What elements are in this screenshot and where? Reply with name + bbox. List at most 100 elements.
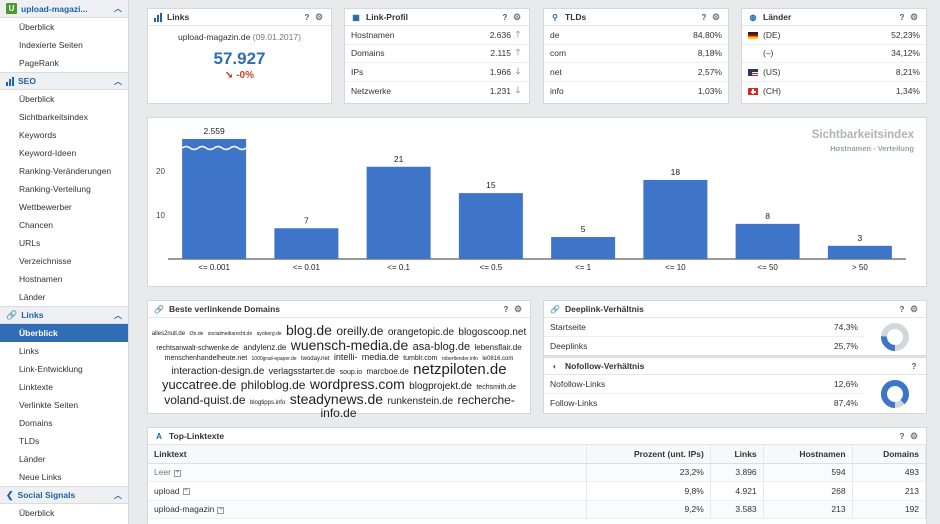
sidebar-item-links[interactable]: Linktexte	[19, 382, 54, 392]
sidebar-item-seo[interactable]: Verzeichnisse	[19, 256, 72, 266]
sidebar-item-seo[interactable]: Überblick	[19, 94, 55, 104]
cloud-domain-link[interactable]: steadynews.de	[289, 391, 384, 407]
cloud-domain-link[interactable]: twoday.net	[300, 356, 330, 362]
sidebar-item-links[interactable]: TLDs	[19, 436, 40, 446]
cloud-domain-link[interactable]: interaction-design.de	[171, 366, 265, 377]
cloud-domain-link[interactable]: robertlender.info	[441, 356, 478, 362]
table-row[interactable]: upload +9,8% 4.921 268 213	[148, 481, 927, 501]
cloud-domain-link[interactable]: oreilly.de	[336, 324, 384, 338]
nofollow-row[interactable]: Follow-Links 87,4%	[544, 394, 864, 413]
cloud-domain-link[interactable]: wordpress.com	[309, 376, 405, 392]
table-row[interactable]: Leer +23,2% 3.896 594 493	[148, 463, 927, 482]
sidebar-item-seo[interactable]: Ranking-Veränderungen	[19, 166, 112, 176]
link-profil-row[interactable]: Hostnamen 2.636 🡑	[345, 26, 529, 45]
column-header[interactable]: Links	[710, 445, 764, 464]
cloud-domain-link[interactable]: menschenhandelheute.net	[164, 355, 248, 362]
nofollow-row[interactable]: Nofollow-Links 12,6%	[544, 375, 864, 394]
cloud-domain-link[interactable]: blogoscoop.net	[458, 327, 527, 338]
sidebar-item-project[interactable]: Überblick	[19, 22, 55, 32]
sidebar-item-social[interactable]: Überblick	[19, 508, 55, 518]
bar[interactable]	[182, 139, 247, 259]
link-profil-row[interactable]: Domains 2.115 🡑	[345, 45, 529, 63]
sidebar-section-social[interactable]: ❮ Social Signals ︿	[0, 486, 128, 504]
cloud-domain-link[interactable]: 1000grad-epaper.de	[251, 356, 297, 362]
link-profil-row[interactable]: Netzwerke 1.231 🡓	[345, 82, 529, 101]
cloud-domain-link[interactable]: soup.io	[339, 369, 363, 376]
deeplink-row[interactable]: Deeplinks 25,7%	[544, 337, 864, 356]
sidebar-item-seo[interactable]: Sichtbarkeitsindex	[19, 112, 88, 122]
help-icon[interactable]: ?	[701, 12, 707, 22]
sidebar-item-links[interactable]: Link-Entwicklung	[19, 364, 83, 374]
expand-plus-icon[interactable]: +	[217, 506, 225, 514]
cloud-domain-link[interactable]: andylenz.de	[243, 343, 287, 352]
country-row[interactable]: (–) 34,12%	[742, 45, 926, 63]
sidebar-item-links[interactable]: Links	[19, 346, 39, 356]
chevron-up-icon[interactable]: ︿	[114, 76, 122, 86]
cloud-domain-link[interactable]: intelli-	[333, 352, 358, 362]
cloud-domain-link[interactable]: marcboe.de	[366, 367, 409, 376]
cloud-domain-link[interactable]: recherche-info.de	[320, 393, 515, 420]
help-icon[interactable]: ?	[899, 431, 905, 441]
cloud-domain-link[interactable]: orangetopic.de	[387, 327, 455, 338]
cloud-domain-link[interactable]: blog.de	[286, 322, 332, 338]
help-icon[interactable]: ?	[899, 304, 905, 314]
sidebar-item-links[interactable]: Domains	[19, 418, 53, 428]
chevron-up-icon[interactable]: ︿	[114, 310, 122, 320]
bar[interactable]	[643, 179, 708, 259]
chevron-up-icon[interactable]: ︿	[114, 4, 122, 13]
sidebar-item-links[interactable]: Neue Links	[19, 472, 62, 482]
sidebar-item-project[interactable]: Indexierte Seiten	[19, 40, 83, 50]
cloud-domain-link[interactable]: blogprojekt.de	[409, 381, 472, 392]
cloud-domain-link[interactable]: yuccatree.de	[161, 377, 237, 392]
sidebar-item-seo[interactable]: Hostnamen	[19, 274, 63, 284]
cloud-domain-link[interactable]: alles2null.de	[151, 331, 186, 337]
bar[interactable]	[827, 245, 892, 259]
bar[interactable]	[274, 228, 339, 259]
sidebar-item-seo[interactable]: Wettbewerber	[19, 202, 72, 212]
cloud-domain-link[interactable]: verlagsstarter.de	[268, 366, 336, 376]
sidebar-item-seo[interactable]: URLs	[19, 238, 41, 248]
cloud-domain-link[interactable]: socialmediarecht.de	[207, 331, 253, 337]
cloud-domain-link[interactable]: philoblog.de	[240, 378, 306, 392]
bar[interactable]	[458, 193, 523, 259]
gear-icon[interactable]: ⚙	[314, 11, 324, 22]
cloud-domain-link[interactable]: lebensflair.de	[474, 343, 522, 352]
cloud-domain-link[interactable]: blogtipps.info	[249, 400, 286, 406]
table-row[interactable]: upload-magazin +9,2% 3.583 213 192	[148, 500, 927, 519]
gear-icon[interactable]: ⚙	[909, 430, 919, 441]
bar[interactable]	[366, 166, 431, 259]
cloud-domain-link[interactable]: runkenstein.de	[387, 396, 454, 407]
cloud-domain-link[interactable]: t3n.de	[189, 331, 204, 337]
tld-row[interactable]: com 8,18%	[544, 45, 728, 63]
tld-row[interactable]: info 1,03%	[544, 82, 728, 101]
sidebar-item-links[interactable]: Verlinkte Seiten	[19, 400, 79, 410]
help-icon[interactable]: ?	[503, 304, 509, 314]
bar[interactable]	[735, 223, 800, 259]
cloud-domain-link[interactable]: ayoberg.de	[256, 331, 282, 337]
sidebar-item-project[interactable]: PageRank	[19, 58, 59, 68]
tld-row[interactable]: de 84,80%	[544, 26, 728, 45]
sidebar-item-links[interactable]: Länder	[19, 454, 46, 464]
sidebar-item-seo[interactable]: Ranking-Verteilung	[19, 184, 91, 194]
country-row[interactable]: (US) 8,21%	[742, 63, 926, 82]
tld-row[interactable]: net 2,57%	[544, 63, 728, 82]
expand-plus-icon[interactable]: +	[182, 488, 190, 495]
cloud-domain-link[interactable]: media.de	[361, 352, 399, 362]
bar[interactable]	[551, 237, 616, 259]
sidebar-section-seo[interactable]: SEO ︿	[0, 72, 128, 90]
sidebar-section-project[interactable]: U upload-magazi... ︿	[0, 0, 128, 18]
gear-icon[interactable]: ⚙	[512, 11, 522, 22]
cloud-domain-link[interactable]: tumblr.com	[403, 355, 438, 362]
cloud-domain-link[interactable]: le0816.com	[482, 356, 514, 362]
sidebar-item-seo[interactable]: Keywords	[19, 130, 57, 140]
sidebar-item-seo[interactable]: Keyword-Ideen	[19, 148, 77, 158]
cloud-domain-link[interactable]: voland-quist.de	[164, 393, 246, 407]
help-icon[interactable]: ?	[502, 12, 508, 22]
sidebar-item-seo[interactable]: Länder	[19, 292, 46, 302]
sidebar-item-seo[interactable]: Chancen	[19, 220, 54, 230]
gear-icon[interactable]: ⚙	[711, 11, 721, 22]
cloud-domain-link[interactable]: rechtsanwalt-schwenke.de	[156, 345, 239, 352]
cloud-domain-link[interactable]: techsmith.de	[476, 384, 517, 391]
gear-icon[interactable]: ⚙	[909, 11, 919, 22]
cloud-domain-link[interactable]: wuensch-media.de	[290, 337, 409, 353]
